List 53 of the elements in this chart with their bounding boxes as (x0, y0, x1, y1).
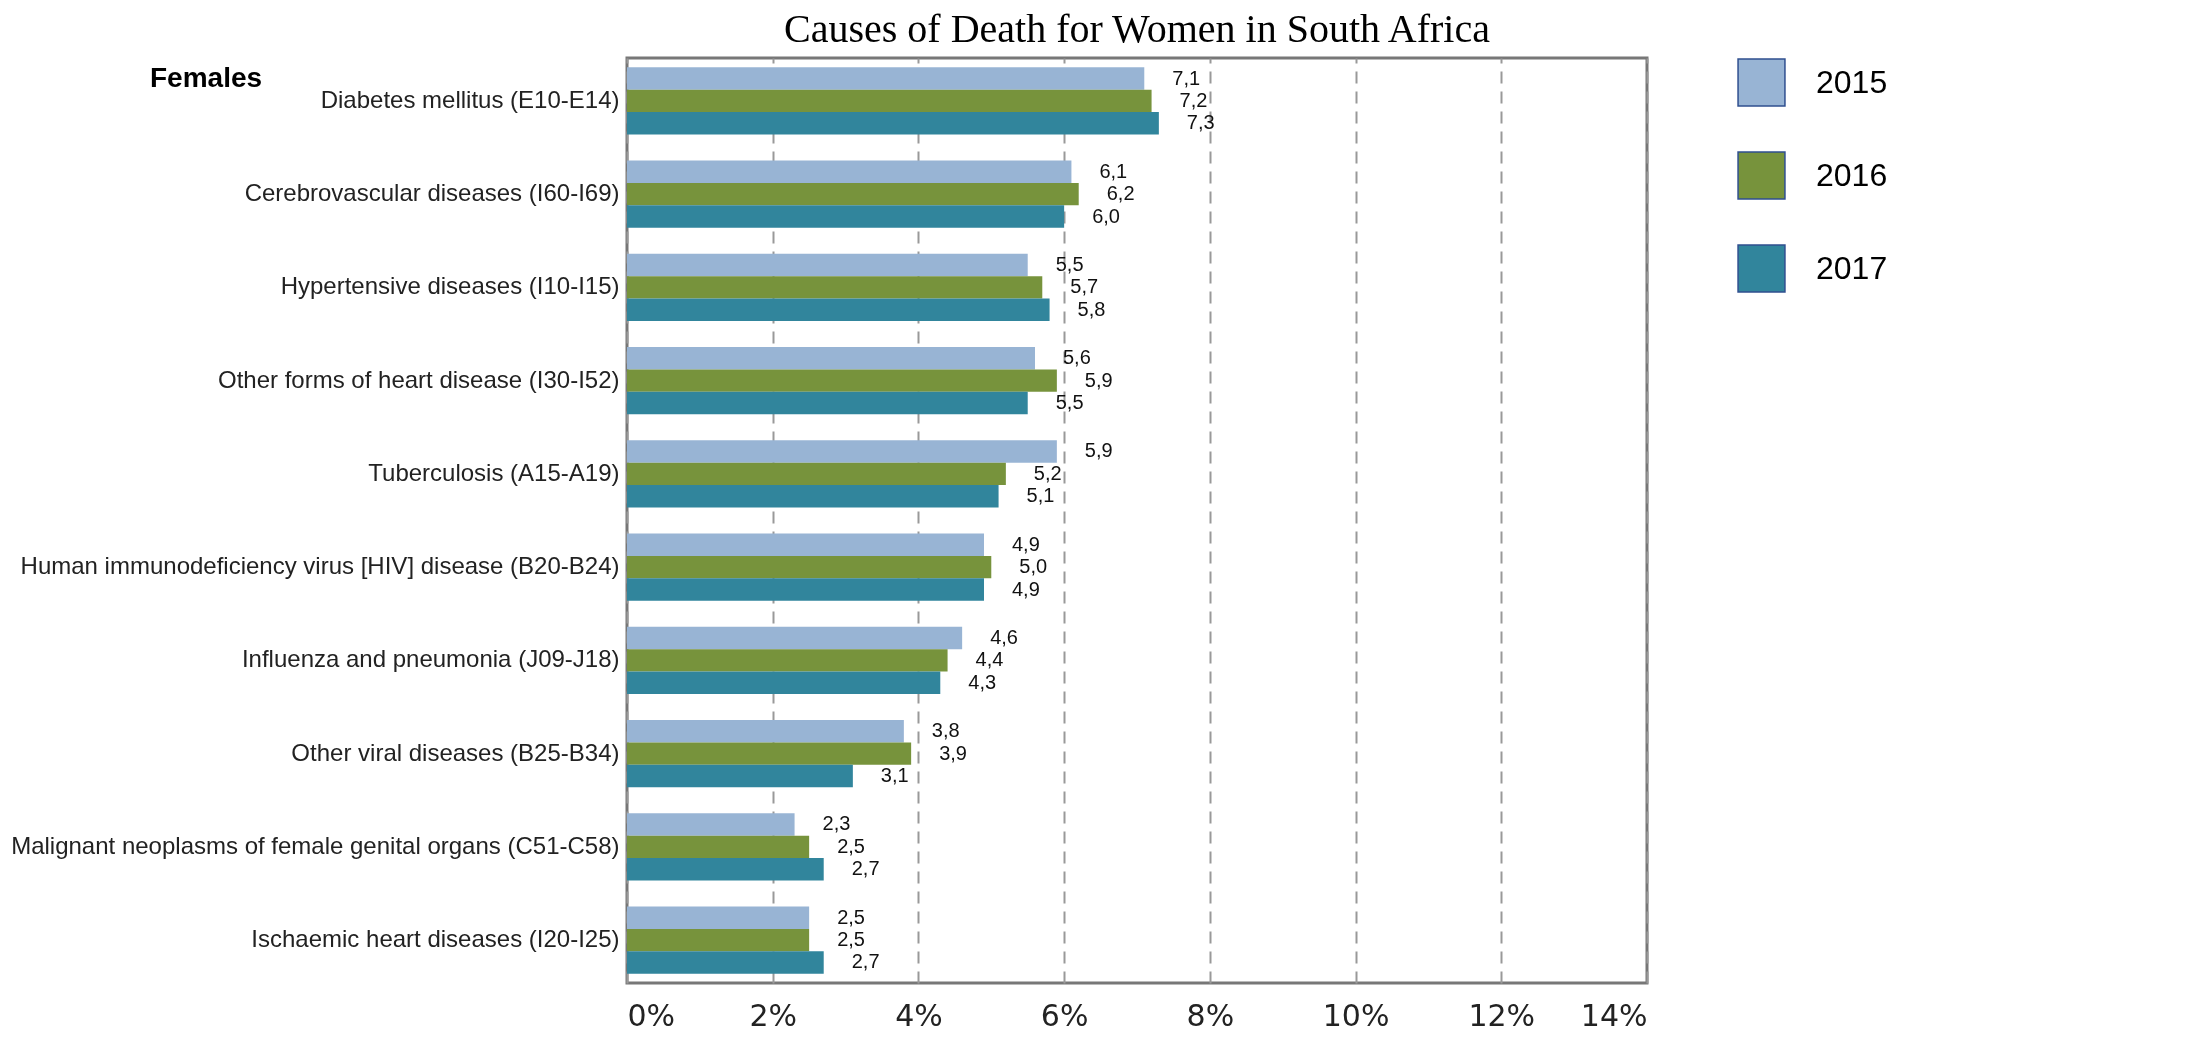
data-label: 5,2 (1033, 461, 1062, 484)
x-tick-label: 0% (627, 997, 676, 1033)
data-label: 5,0 (1019, 555, 1048, 578)
data-label: 7,2 (1179, 88, 1208, 111)
data-label: 3,9 (939, 741, 967, 764)
data-label: 4,3 (968, 670, 997, 693)
y-tick-label: Diabetes mellitus (E10-E14) (320, 85, 620, 113)
data-label: 4,9 (1012, 532, 1040, 555)
y-tick-label: Hypertensive diseases (I10-I15) (280, 272, 620, 300)
x-tick-label: 2% (749, 997, 798, 1033)
y-tick-label: Ischaemic heart diseases (I20-I25) (251, 925, 620, 953)
data-label: 3,1 (880, 763, 909, 786)
data-label: 4,6 (990, 625, 1018, 648)
y-tick-label: Other viral diseases (B25-B34) (291, 738, 620, 766)
data-label: 2,3 (822, 812, 851, 835)
data-label: 5,9 (1084, 368, 1113, 391)
legend-label: 2016 (1816, 156, 1888, 193)
data-label: 2,7 (851, 950, 880, 973)
data-label: 6,1 (1099, 159, 1128, 182)
text: Females (150, 62, 263, 94)
y-tick-label: Malignant neoplasms of female genital organs (C51-C58) (11, 831, 620, 859)
data-label: 5,1 (1026, 484, 1055, 507)
y-tick-label: Human immunodeficiency virus [HIV] disease (B20-B24) (20, 552, 620, 580)
data-label: 5,9 (1084, 439, 1113, 462)
data-label: 6,2 (1106, 182, 1135, 205)
data-label: 4,9 (1012, 577, 1040, 600)
data-label: 2,5 (837, 928, 865, 951)
data-label: 6,0 (1092, 204, 1120, 227)
y-tick-label: Influenza and pneumonia (J09-J18) (241, 645, 620, 673)
x-tick-label: 6% (1040, 997, 1089, 1033)
x-tick-label: 8% (1186, 997, 1235, 1033)
data-label: 7,1 (1172, 66, 1201, 89)
data-label: 5,7 (1070, 275, 1099, 298)
y-tick-label: Tuberculosis (A15-A19) (368, 458, 620, 486)
data-label: 5,5 (1055, 253, 1084, 276)
data-label: 2,5 (837, 905, 865, 928)
data-label: 2,7 (851, 857, 880, 880)
data-label: 3,8 (931, 719, 960, 742)
data-label: 7,3 (1186, 111, 1215, 134)
x-tick-label: 12% (1468, 997, 1536, 1033)
data-label: 5,8 (1077, 297, 1106, 320)
data-label: 5,6 (1063, 346, 1091, 369)
data-label: 5,5 (1055, 391, 1084, 414)
x-tick-label: 4% (895, 997, 943, 1033)
x-tick-label: 14% (1580, 997, 1648, 1033)
x-tick-label: 10% (1322, 997, 1390, 1033)
chart-title: Causes of Death for Women in South Africa (784, 6, 1491, 51)
y-tick-label: Other forms of heart disease (I30-I52) (217, 365, 620, 393)
data-label: 2,5 (837, 834, 865, 857)
y-tick-label: Cerebrovascular diseases (I60-I69) (244, 179, 620, 207)
legend-label: 2015 (1816, 63, 1888, 100)
data-label: 4,4 (975, 648, 1004, 671)
legend-label: 2017 (1816, 249, 1888, 286)
